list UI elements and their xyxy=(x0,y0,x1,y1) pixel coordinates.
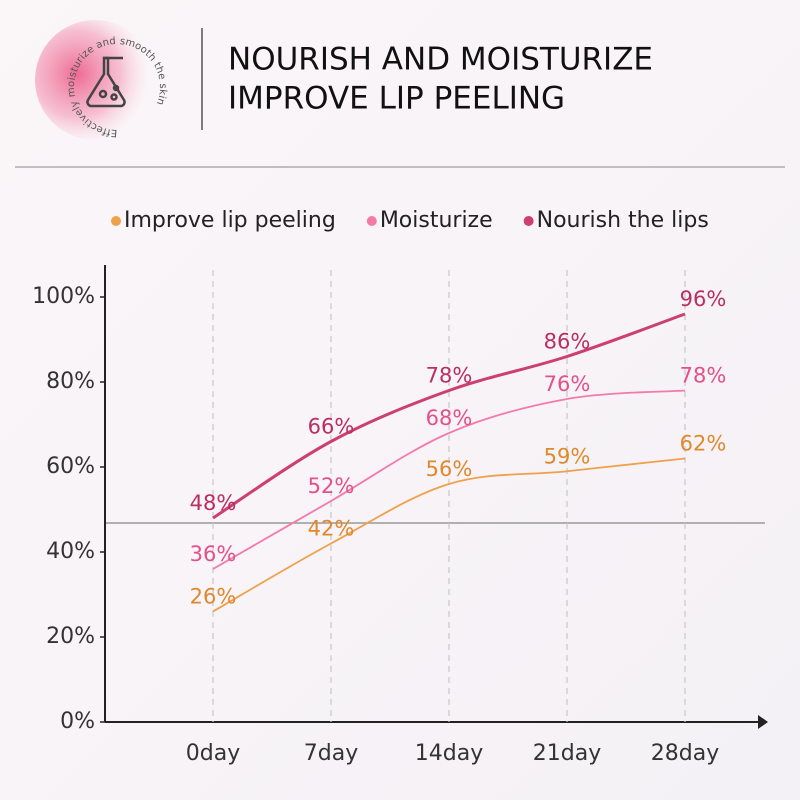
legend-dot xyxy=(111,216,121,226)
badge-glow xyxy=(35,20,155,140)
value-label: 66% xyxy=(308,415,355,439)
series-line xyxy=(212,389,686,570)
x-tick-label: 7day xyxy=(304,741,358,766)
y-tick-label: 100% xyxy=(32,284,95,309)
value-label: 78% xyxy=(680,364,727,388)
x-tick-label: 28day xyxy=(651,741,719,766)
x-axis-arrow xyxy=(758,715,768,729)
series-line xyxy=(212,457,686,613)
legend-label: Moisturize xyxy=(380,208,493,233)
series-line xyxy=(212,312,686,520)
y-tick-label: 0% xyxy=(60,709,95,734)
value-label: 68% xyxy=(426,406,473,430)
y-tick-label: 80% xyxy=(46,369,95,394)
value-label: 78% xyxy=(426,364,473,388)
value-label: 42% xyxy=(308,517,355,541)
title-line: IMPROVE LIP PEELING xyxy=(228,81,565,117)
legend-dot xyxy=(366,216,377,226)
value-label: 86% xyxy=(544,330,591,354)
title-line: NOURISH AND MOISTURIZE xyxy=(228,42,653,78)
x-tick-label: 21day xyxy=(533,741,601,766)
value-label: 59% xyxy=(544,444,591,468)
value-label: 56% xyxy=(426,457,473,481)
value-label: 26% xyxy=(190,585,237,609)
legend-dot xyxy=(523,216,534,226)
legend-label: Improve lip peeling xyxy=(124,208,336,233)
value-label: 96% xyxy=(680,287,727,311)
y-tick-label: 20% xyxy=(46,624,95,649)
value-label: 76% xyxy=(544,372,591,396)
value-label: 62% xyxy=(680,432,727,456)
legend-label: Nourish the lips xyxy=(537,208,709,233)
value-label: 52% xyxy=(308,474,355,498)
y-tick-label: 40% xyxy=(46,539,95,564)
x-tick-label: 14day xyxy=(415,741,483,766)
x-tick-label: 0day xyxy=(186,741,240,766)
y-tick-label: 60% xyxy=(46,454,95,479)
value-label: 48% xyxy=(190,491,237,515)
flask-icon xyxy=(86,56,126,108)
value-label: 36% xyxy=(190,542,237,566)
